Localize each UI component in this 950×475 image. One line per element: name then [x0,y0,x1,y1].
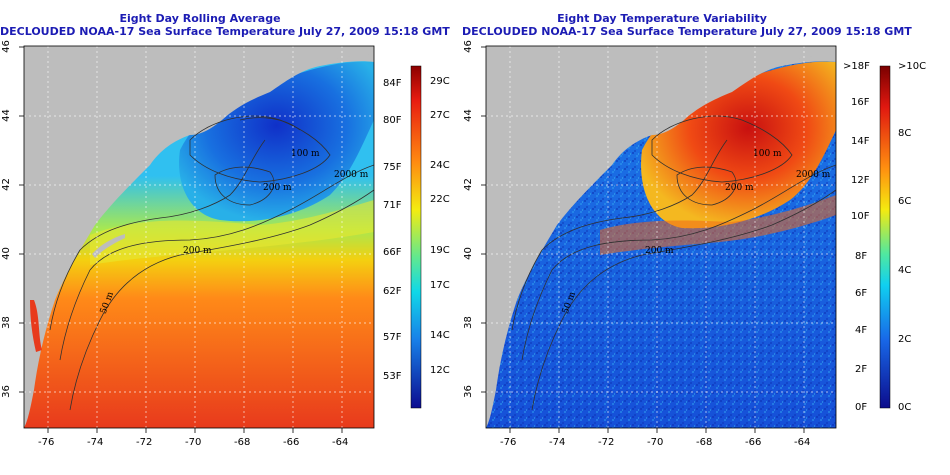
left-legend-f-label: 62F [383,286,402,297]
right-x-tick-label: -66 [745,437,762,448]
left-x-tick-label: -74 [87,437,104,448]
right-legend-f-label: 6F [855,288,868,299]
right-legend-f-label: 14F [851,136,870,147]
left-legend-c-label: 27C [430,110,450,121]
left-legend-f-label: 66F [383,247,402,258]
right-map-frame [485,45,837,429]
right-y-tick-label: 36 [462,385,474,398]
right-y-tick-label: 46 [462,40,474,53]
right-legend-f-label: 4F [855,325,868,336]
left-legend-f-label: 53F [383,371,402,382]
right-x-tick-label: -76 [500,437,517,448]
right-x-tick-label: -64 [794,437,811,448]
right-legend-c-label: 0C [898,402,912,413]
right-x-tick-label: -68 [696,437,713,448]
left-colorbar [410,65,422,409]
left-nova-scotia [300,46,374,70]
right-legend-f-label: 8F [855,251,868,262]
left-x-tick-label: -64 [332,437,349,448]
left-y-tick-label: 46 [0,40,12,53]
right-map-subtitle: DECLOUDED NOAA-17 Sea Surface Temperatur… [462,25,912,38]
right-colorbar [879,65,891,409]
right-map-title: Eight Day Temperature Variability [557,12,767,25]
right-legend-f-label: >18F [843,61,870,72]
left-contour-label: 200 m [183,246,212,256]
right-legend-c-label: 8C [898,128,912,139]
left-legend-c-label: 14C [430,330,450,341]
right-legend-f-label: 12F [851,175,870,186]
left-legend-c-label: 22C [430,194,450,205]
left-long-island [92,234,125,258]
left-map [24,46,374,428]
left-legend-f-label: 80F [383,115,402,126]
left-legend-c-label: 24C [430,160,450,171]
right-legend-f-label: 0F [855,402,868,413]
axis-ticks [19,46,805,433]
left-y-tick-label: 40 [0,247,12,260]
left-legend-c-label: 17C [430,280,450,291]
left-legend-f-label: 71F [383,200,402,211]
left-y-tick-label: 36 [0,385,12,398]
left-bathymetry-contours [49,115,374,411]
right-contour-label: 200 m [645,246,674,256]
right-land [486,46,836,428]
left-x-tick-label: -66 [283,437,300,448]
left-x-tick-label: -70 [185,437,202,448]
right-contour-label: 100 m [753,149,782,159]
left-y-tick-label: 38 [0,316,12,329]
right-y-tick-label: 38 [462,316,474,329]
left-x-tick-label: -68 [234,437,251,448]
left-bays [30,300,42,352]
right-y-tick-label: 44 [462,109,474,122]
right-x-tick-label: -72 [598,437,615,448]
right-contour-label: 2000 m [796,170,831,180]
right-y-tick-label: 40 [462,247,474,260]
left-x-tick-label: -72 [136,437,153,448]
right-bathymetry-contours [511,115,836,411]
right-legend-f-label: 10F [851,211,870,222]
left-contour-label: 2000 m [334,170,369,180]
left-x-tick-label: -76 [38,437,55,448]
right-legend-c-label: >10C [898,61,927,72]
right-legend-f-label: 2F [855,364,868,375]
left-map-title: Eight Day Rolling Average [119,12,281,25]
left-land [24,46,374,428]
right-legend-f-label: 16F [851,97,870,108]
left-legend-c-label: 29C [430,76,450,87]
left-map-subtitle: DECLOUDED NOAA-17 Sea Surface Temperatur… [0,25,450,38]
left-legend-f-label: 84F [383,78,402,89]
right-legend-c-label: 4C [898,265,912,276]
left-graticule [24,46,374,428]
left-contour-label: 200 m [263,183,292,193]
right-map [486,46,836,428]
left-legend-f-label: 75F [383,162,402,173]
right-y-tick-label: 42 [462,178,474,191]
right-contour-label: 200 m [725,183,754,193]
right-graticule [486,46,836,428]
left-legend-f-label: 57F [383,332,402,343]
right-legend-c-label: 2C [898,334,912,345]
right-nova-scotia [762,46,836,70]
left-contour-label: 100 m [291,149,320,159]
left-map-frame [23,45,375,429]
left-legend-c-label: 19C [430,245,450,256]
left-shelf-cool-band [90,200,374,265]
right-x-tick-label: -70 [647,437,664,448]
left-y-tick-label: 42 [0,178,12,191]
right-x-tick-label: -74 [549,437,566,448]
right-legend-c-label: 6C [898,196,912,207]
left-y-tick-label: 44 [0,109,12,122]
left-legend-c-label: 12C [430,365,450,376]
